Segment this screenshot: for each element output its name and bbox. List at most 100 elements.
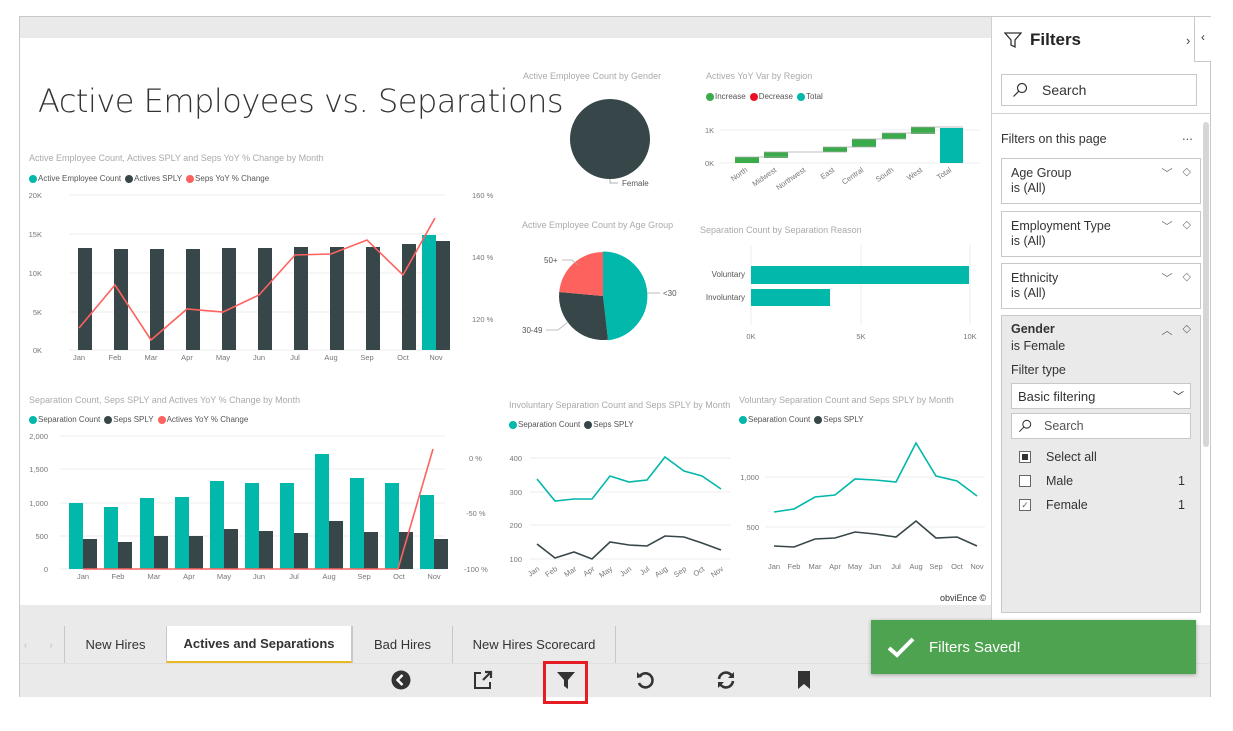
svg-text:Nov: Nov <box>429 353 443 362</box>
bookmark-button[interactable] <box>792 668 816 692</box>
svg-text:South: South <box>874 165 895 184</box>
svg-text:Feb: Feb <box>109 353 122 362</box>
tab-bad-hires[interactable]: Bad Hires <box>352 626 452 663</box>
filter-card-age-group[interactable]: Age Group ﹀ ◇ is (All) <box>1001 158 1201 204</box>
visual-title: Involuntary Separation Count and Seps SP… <box>509 400 731 410</box>
svg-text:Feb: Feb <box>112 572 125 581</box>
chart-gender-pie[interactable]: Female <box>560 95 670 195</box>
eraser-icon[interactable]: ◇ <box>1182 271 1191 283</box>
svg-text:Aug: Aug <box>909 562 922 571</box>
chevron-down-icon[interactable]: ﹀ <box>1161 168 1173 180</box>
svg-text:Nov: Nov <box>970 562 984 571</box>
svg-text:Female: Female <box>622 179 649 188</box>
svg-text:5K: 5K <box>33 308 42 317</box>
more-options-icon[interactable]: ... <box>1182 128 1193 143</box>
collapse-filters-chevron-icon[interactable]: › <box>1186 33 1191 48</box>
legend-dot <box>125 174 134 183</box>
eraser-icon[interactable]: ◇ <box>1182 219 1191 231</box>
svg-text:20K: 20K <box>29 191 42 200</box>
svg-text:2,000: 2,000 <box>29 432 48 441</box>
svg-text:300: 300 <box>509 488 522 497</box>
svg-text:140 %: 140 % <box>472 253 494 262</box>
checkbox-partial[interactable] <box>1019 451 1031 463</box>
back-arrow-icon <box>391 670 411 690</box>
eraser-icon[interactable]: ◇ <box>1182 323 1191 335</box>
svg-text:Apr: Apr <box>183 572 195 581</box>
svg-text:Jan: Jan <box>526 564 541 578</box>
svg-text:Jul: Jul <box>290 353 300 362</box>
svg-text:500: 500 <box>35 532 48 541</box>
svg-text:15K: 15K <box>29 230 42 239</box>
svg-text:0K: 0K <box>746 332 755 341</box>
visual-title: Separation Count, Seps SPLY and Actives … <box>29 395 301 405</box>
refresh-icon <box>717 671 735 689</box>
chevron-up-icon[interactable]: ︿ <box>1161 325 1173 337</box>
tab-new-hires[interactable]: New Hires <box>64 626 166 663</box>
svg-text:Jun: Jun <box>869 562 881 571</box>
svg-text:May: May <box>216 353 230 362</box>
legend-dot <box>29 174 37 183</box>
chart-separation-reason[interactable]: Voluntary Involuntary 0K 5K 10K <box>700 240 990 345</box>
svg-text:-50 %: -50 % <box>466 509 486 518</box>
open-external-button[interactable] <box>471 668 495 692</box>
svg-text:Jul: Jul <box>638 564 651 577</box>
chart-involuntary-line[interactable]: 400 300 200 100 Jan Feb Mar Apr May Jun Jul Aug Sep… <box>500 440 735 580</box>
gender-search-input[interactable]: Search <box>1011 413 1191 439</box>
filter-button[interactable] <box>554 668 578 692</box>
svg-text:Mar: Mar <box>145 353 158 362</box>
filter-type-dropdown[interactable]: Basic filtering ﹀ <box>1011 383 1191 409</box>
eraser-icon[interactable]: ◇ <box>1182 166 1191 178</box>
svg-text:<30: <30 <box>663 289 677 298</box>
svg-text:50+: 50+ <box>544 256 558 265</box>
filters-section-label: Filters on this page <box>1001 132 1107 146</box>
checkbox-unchecked[interactable] <box>1019 475 1031 487</box>
svg-text:Jan: Jan <box>77 572 89 581</box>
search-icon <box>1018 419 1032 433</box>
svg-text:Aug: Aug <box>324 353 337 362</box>
page-title: Active Employees vs. Separations <box>38 82 564 120</box>
filters-search-input[interactable]: Search <box>1001 74 1197 106</box>
chevron-down-icon[interactable]: ﹀ <box>1161 273 1173 285</box>
chevron-down-icon[interactable]: ﹀ <box>1161 221 1173 233</box>
tab-actives-and-separations[interactable]: Actives and Separations <box>166 626 352 663</box>
chart-actives-by-month[interactable]: 20K 15K 10K 5K 0K 160 % 140 % 120 % Jan Feb Mar A… <box>20 185 500 365</box>
filter-card-employment-type[interactable]: Employment Type ﹀ ◇ is (All) <box>1001 211 1201 257</box>
checkbox-checked[interactable]: ✓ <box>1019 499 1031 511</box>
visual-title: Separation Count by Separation Reason <box>700 225 862 235</box>
visual-title: Actives YoY Var by Region <box>706 71 813 81</box>
svg-text:Voluntary: Voluntary <box>712 270 745 279</box>
refresh-button[interactable] <box>714 668 738 692</box>
filter-card-ethnicity[interactable]: Ethnicity ﹀ ◇ is (All) <box>1001 263 1201 309</box>
visual-title: Active Employee Count by Age Group <box>522 220 674 230</box>
svg-text:10K: 10K <box>29 269 42 278</box>
option-select-all[interactable]: Select all <box>1011 445 1191 469</box>
svg-text:Central: Central <box>840 165 865 186</box>
filter-card-gender[interactable]: Gender ︿ ◇ is Female Filter type Basic fil… <box>1001 315 1201 613</box>
filters-scrollbar[interactable] <box>1203 122 1209 447</box>
svg-text:Jun: Jun <box>253 353 265 362</box>
svg-text:10K: 10K <box>963 332 976 341</box>
svg-text:East: East <box>819 165 837 182</box>
highlight-box <box>543 661 588 704</box>
chart-legend: Active Employee Count Actives SPLY Seps … <box>29 174 269 183</box>
svg-text:0: 0 <box>44 565 48 574</box>
svg-text:160 %: 160 % <box>472 191 494 200</box>
option-male[interactable]: Male 1 <box>1011 469 1191 493</box>
undo-button[interactable] <box>633 668 657 692</box>
filter-icon <box>1004 32 1022 49</box>
back-button[interactable] <box>389 668 413 692</box>
chart-age-pie[interactable]: <30 50+ 30-49 <box>520 240 690 350</box>
svg-text:120 %: 120 % <box>472 315 494 324</box>
option-female[interactable]: ✓ Female 1 <box>1011 493 1191 517</box>
svg-text:30-49: 30-49 <box>522 326 543 335</box>
chart-voluntary-line[interactable]: 1,000 500 Jan Feb Mar Apr May Jun Jul Aug Sep Oct N… <box>735 430 990 575</box>
svg-text:1,000: 1,000 <box>29 499 48 508</box>
chart-separations-by-month[interactable]: 2,000 1,500 1,000 500 0 0 % -50 % -100 % Jan Fe… <box>20 428 500 588</box>
svg-text:Involuntary: Involuntary <box>706 293 745 302</box>
expand-pane-button[interactable]: ‹ <box>1194 17 1211 62</box>
svg-text:Apr: Apr <box>181 353 193 362</box>
tab-scroll-arrows[interactable]: ‹ › <box>24 640 63 650</box>
tab-new-hires-scorecard[interactable]: New Hires Scorecard <box>452 626 616 663</box>
svg-text:Oct: Oct <box>951 562 964 571</box>
